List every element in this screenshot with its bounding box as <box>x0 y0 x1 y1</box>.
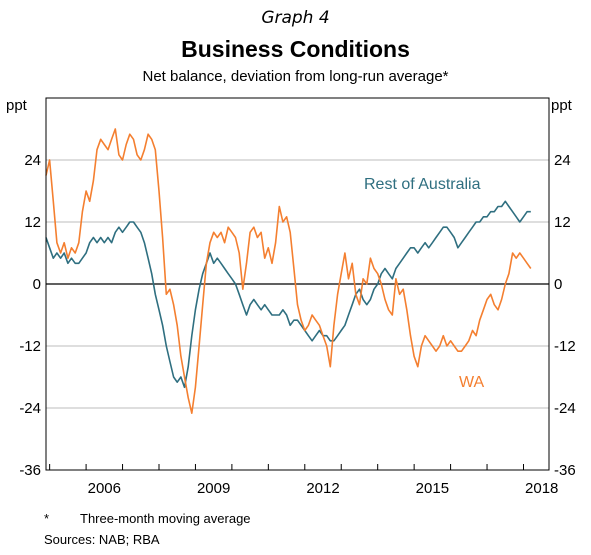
axis-ticks: -36 -36 -24 -24 -12 -12 0 0 12 12 24 24 2006 2009 2012… <box>19 152 575 497</box>
y-tick-label-right: 0 <box>554 276 562 293</box>
y-unit-left: ppt <box>6 97 28 114</box>
sources: Sources: NAB; RBA <box>44 532 160 547</box>
y-tick-label-right: -12 <box>554 338 576 355</box>
line-wa <box>45 128 532 415</box>
y-tick-label-left: -36 <box>19 462 41 479</box>
line-chart: -36 -36 -24 -24 -12 -12 0 0 12 12 24 24 2006 2009 2012… <box>6 97 576 497</box>
footnote: * Three-month moving average <box>44 511 251 526</box>
y-tick-label-right: -36 <box>554 462 576 479</box>
plot-frame <box>45 97 550 471</box>
y-tick-label-left: 12 <box>24 214 41 231</box>
x-tick-label: 2009 <box>197 480 230 497</box>
x-tick-label: 2012 <box>306 480 339 497</box>
chart-subtitle: Net balance, deviation from long-run ave… <box>142 68 449 85</box>
x-tick-label: 2018 <box>525 480 558 497</box>
y-tick-label-left: 24 <box>24 152 41 169</box>
y-unit-right: ppt <box>551 97 573 114</box>
series-label-rest-of-australia: Rest of Australia <box>364 176 481 193</box>
x-tick-label: 2006 <box>88 480 121 497</box>
y-tick-label-left: -24 <box>19 400 41 417</box>
y-tick-label-left: 0 <box>33 276 41 293</box>
grid-lines <box>46 159 549 409</box>
graph-number: Graph 4 <box>261 8 330 28</box>
series-lines <box>45 128 532 415</box>
footnote-marker: * <box>44 511 50 526</box>
y-tick-label-right: 12 <box>554 214 571 231</box>
y-tick-label-left: -12 <box>19 338 41 355</box>
y-tick-label-right: -24 <box>554 400 576 417</box>
chart-title: Business Conditions <box>181 36 410 62</box>
y-tick-label-right: 24 <box>554 152 571 169</box>
footnote-text: Three-month moving average <box>80 511 251 526</box>
line-rest-of-australia <box>45 200 531 389</box>
series-label-wa: WA <box>459 374 485 391</box>
x-tick-label: 2015 <box>416 480 449 497</box>
